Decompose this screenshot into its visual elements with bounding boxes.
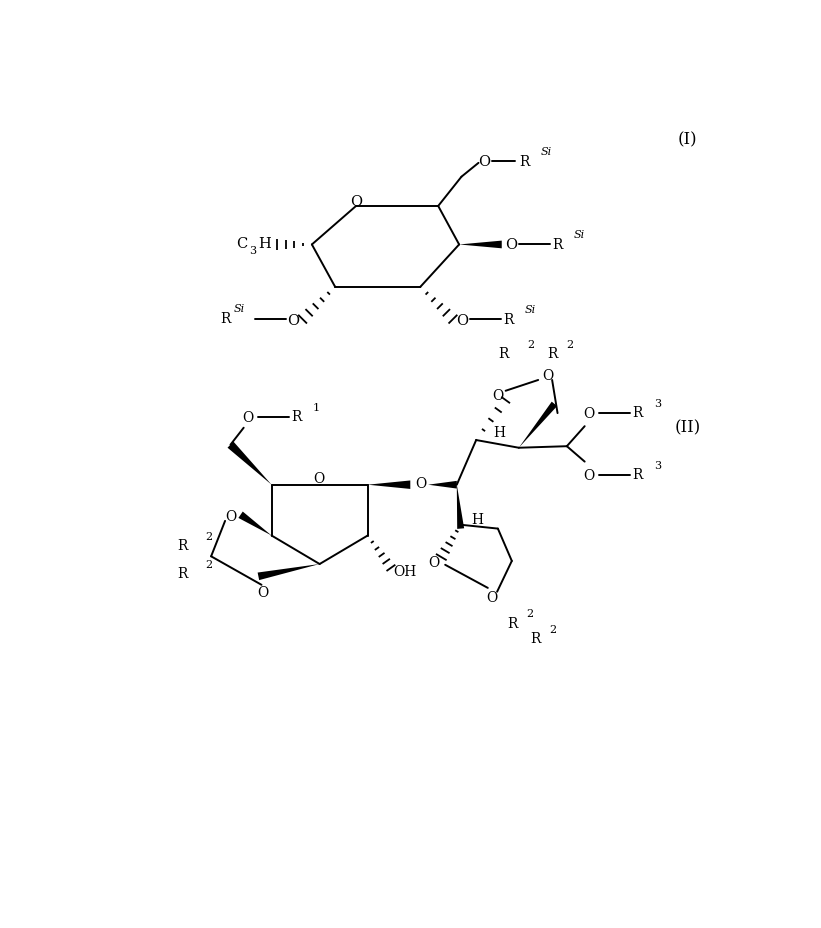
Text: R: R xyxy=(177,567,188,581)
Text: O: O xyxy=(456,314,468,328)
Text: O: O xyxy=(542,369,553,383)
Text: 1: 1 xyxy=(313,403,319,412)
Text: O: O xyxy=(486,590,498,604)
Text: 3: 3 xyxy=(249,246,256,255)
Text: C: C xyxy=(236,237,248,251)
Text: (I): (I) xyxy=(678,132,698,148)
Text: O: O xyxy=(350,194,362,209)
Text: 2: 2 xyxy=(205,560,212,570)
Text: O: O xyxy=(478,154,490,168)
Polygon shape xyxy=(428,482,456,489)
Polygon shape xyxy=(258,564,319,581)
Polygon shape xyxy=(238,512,272,536)
Text: 2: 2 xyxy=(566,340,573,350)
Text: H: H xyxy=(493,426,506,440)
Text: H: H xyxy=(258,237,271,251)
Text: R: R xyxy=(503,313,514,327)
Text: R: R xyxy=(507,616,517,630)
Text: Si: Si xyxy=(525,304,536,315)
Polygon shape xyxy=(519,402,557,448)
Text: R: R xyxy=(553,238,562,252)
Text: R: R xyxy=(548,347,557,361)
Text: O: O xyxy=(415,477,426,491)
Text: O: O xyxy=(242,410,253,424)
Text: O: O xyxy=(428,555,439,569)
Polygon shape xyxy=(368,481,410,489)
Text: R: R xyxy=(633,406,643,419)
Text: OH: OH xyxy=(393,564,416,578)
Text: O: O xyxy=(583,406,594,420)
Text: 2: 2 xyxy=(527,340,534,350)
Text: 2: 2 xyxy=(205,532,212,542)
Text: H: H xyxy=(472,512,484,526)
Text: O: O xyxy=(493,388,503,402)
Text: 2: 2 xyxy=(525,609,533,619)
Text: 3: 3 xyxy=(654,460,661,470)
Polygon shape xyxy=(227,442,272,485)
Text: R: R xyxy=(291,410,302,424)
Text: O: O xyxy=(505,238,517,251)
Text: R: R xyxy=(530,631,541,645)
Text: 2: 2 xyxy=(549,624,556,634)
Text: Si: Si xyxy=(574,230,585,240)
Text: R: R xyxy=(498,347,509,361)
Text: R: R xyxy=(177,538,188,552)
Text: R: R xyxy=(220,312,231,326)
Text: 3: 3 xyxy=(654,399,661,408)
Polygon shape xyxy=(456,485,464,529)
Text: Si: Si xyxy=(233,304,245,314)
Text: Si: Si xyxy=(540,147,552,156)
Text: O: O xyxy=(314,471,324,485)
Text: O: O xyxy=(258,585,268,599)
Text: O: O xyxy=(226,509,237,523)
Polygon shape xyxy=(459,241,502,249)
Text: R: R xyxy=(633,468,643,482)
Text: (II): (II) xyxy=(675,419,701,436)
Text: O: O xyxy=(287,314,300,328)
Text: R: R xyxy=(519,154,530,168)
Text: O: O xyxy=(583,469,594,483)
